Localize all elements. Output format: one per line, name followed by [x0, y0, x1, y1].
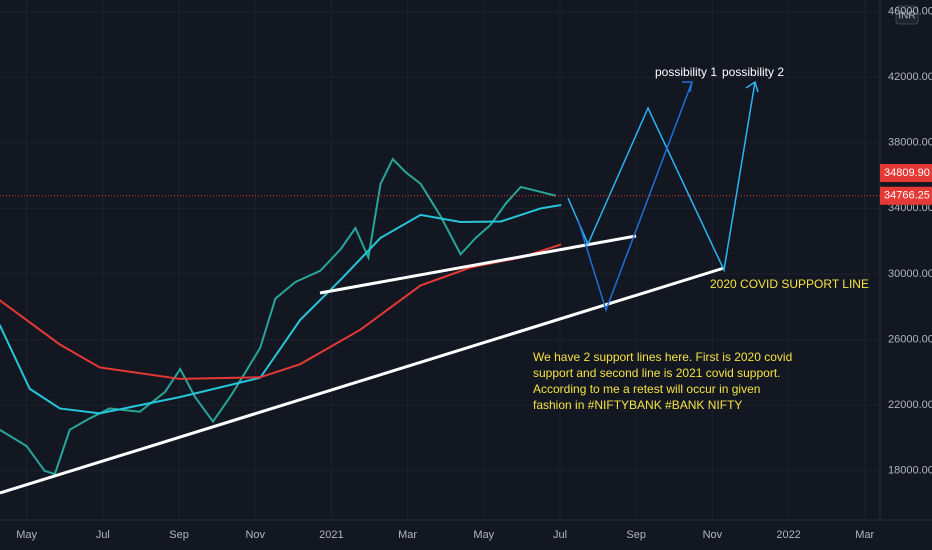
note-line: support and second line is 2021 covid su…	[533, 366, 781, 380]
price-label-box	[880, 186, 932, 205]
annotation: possibility 1	[655, 65, 717, 79]
x-tick-label: Mar	[398, 529, 417, 541]
series-line	[0, 157, 557, 476]
note-line: According to me a retest will occur in g…	[533, 382, 760, 396]
price-label: 34809.90	[884, 167, 930, 179]
y-tick-label: 30000.00	[888, 268, 932, 280]
annotation: possibility 2	[722, 65, 784, 79]
y-tick-label: 42000.00	[888, 71, 932, 83]
y-tick-label: 18000.00	[888, 465, 932, 477]
y-tick-label: 22000.00	[888, 399, 932, 411]
x-tick-label: Sep	[169, 529, 189, 541]
drawings	[0, 80, 759, 495]
currency: INR	[898, 11, 915, 22]
annotation: 2020 COVID SUPPORT LINE	[710, 277, 869, 291]
x-tick-label: Nov	[245, 529, 265, 541]
x-tick-label: 2022	[776, 529, 800, 541]
y-tick-label: 38000.00	[888, 137, 932, 149]
y-tick-label: 34000.00	[888, 202, 932, 214]
x-tick-label: Jul	[553, 529, 567, 541]
currency-badge[interactable]	[895, 5, 919, 25]
note: We have 2 support lines here. First is 2…	[533, 350, 792, 412]
x-tick-label: May	[473, 529, 494, 541]
support-line-2021	[319, 234, 637, 295]
note-line: We have 2 support lines here. First is 2…	[533, 350, 792, 364]
y-tick-label: 46000.00	[888, 5, 932, 17]
x-tick-label: Nov	[703, 529, 723, 541]
arrow-head	[745, 80, 759, 93]
x-tick-label: 2021	[319, 529, 343, 541]
x-tick-label: May	[16, 529, 37, 541]
support-line-2020	[0, 266, 725, 495]
arrow-head	[682, 81, 693, 93]
x-tick-label: Jul	[96, 529, 110, 541]
possibility-1-path	[577, 81, 693, 313]
series-line	[0, 204, 562, 415]
price-label: 34766.25	[884, 190, 930, 202]
y-tick-label: 26000.00	[888, 333, 932, 345]
note-line: fashion in #NIFTYBANK #BANK NIFTY	[533, 398, 742, 412]
x-tick-label: Mar	[855, 529, 874, 541]
price-label-box	[880, 164, 932, 183]
x-tick-label: Sep	[626, 529, 646, 541]
